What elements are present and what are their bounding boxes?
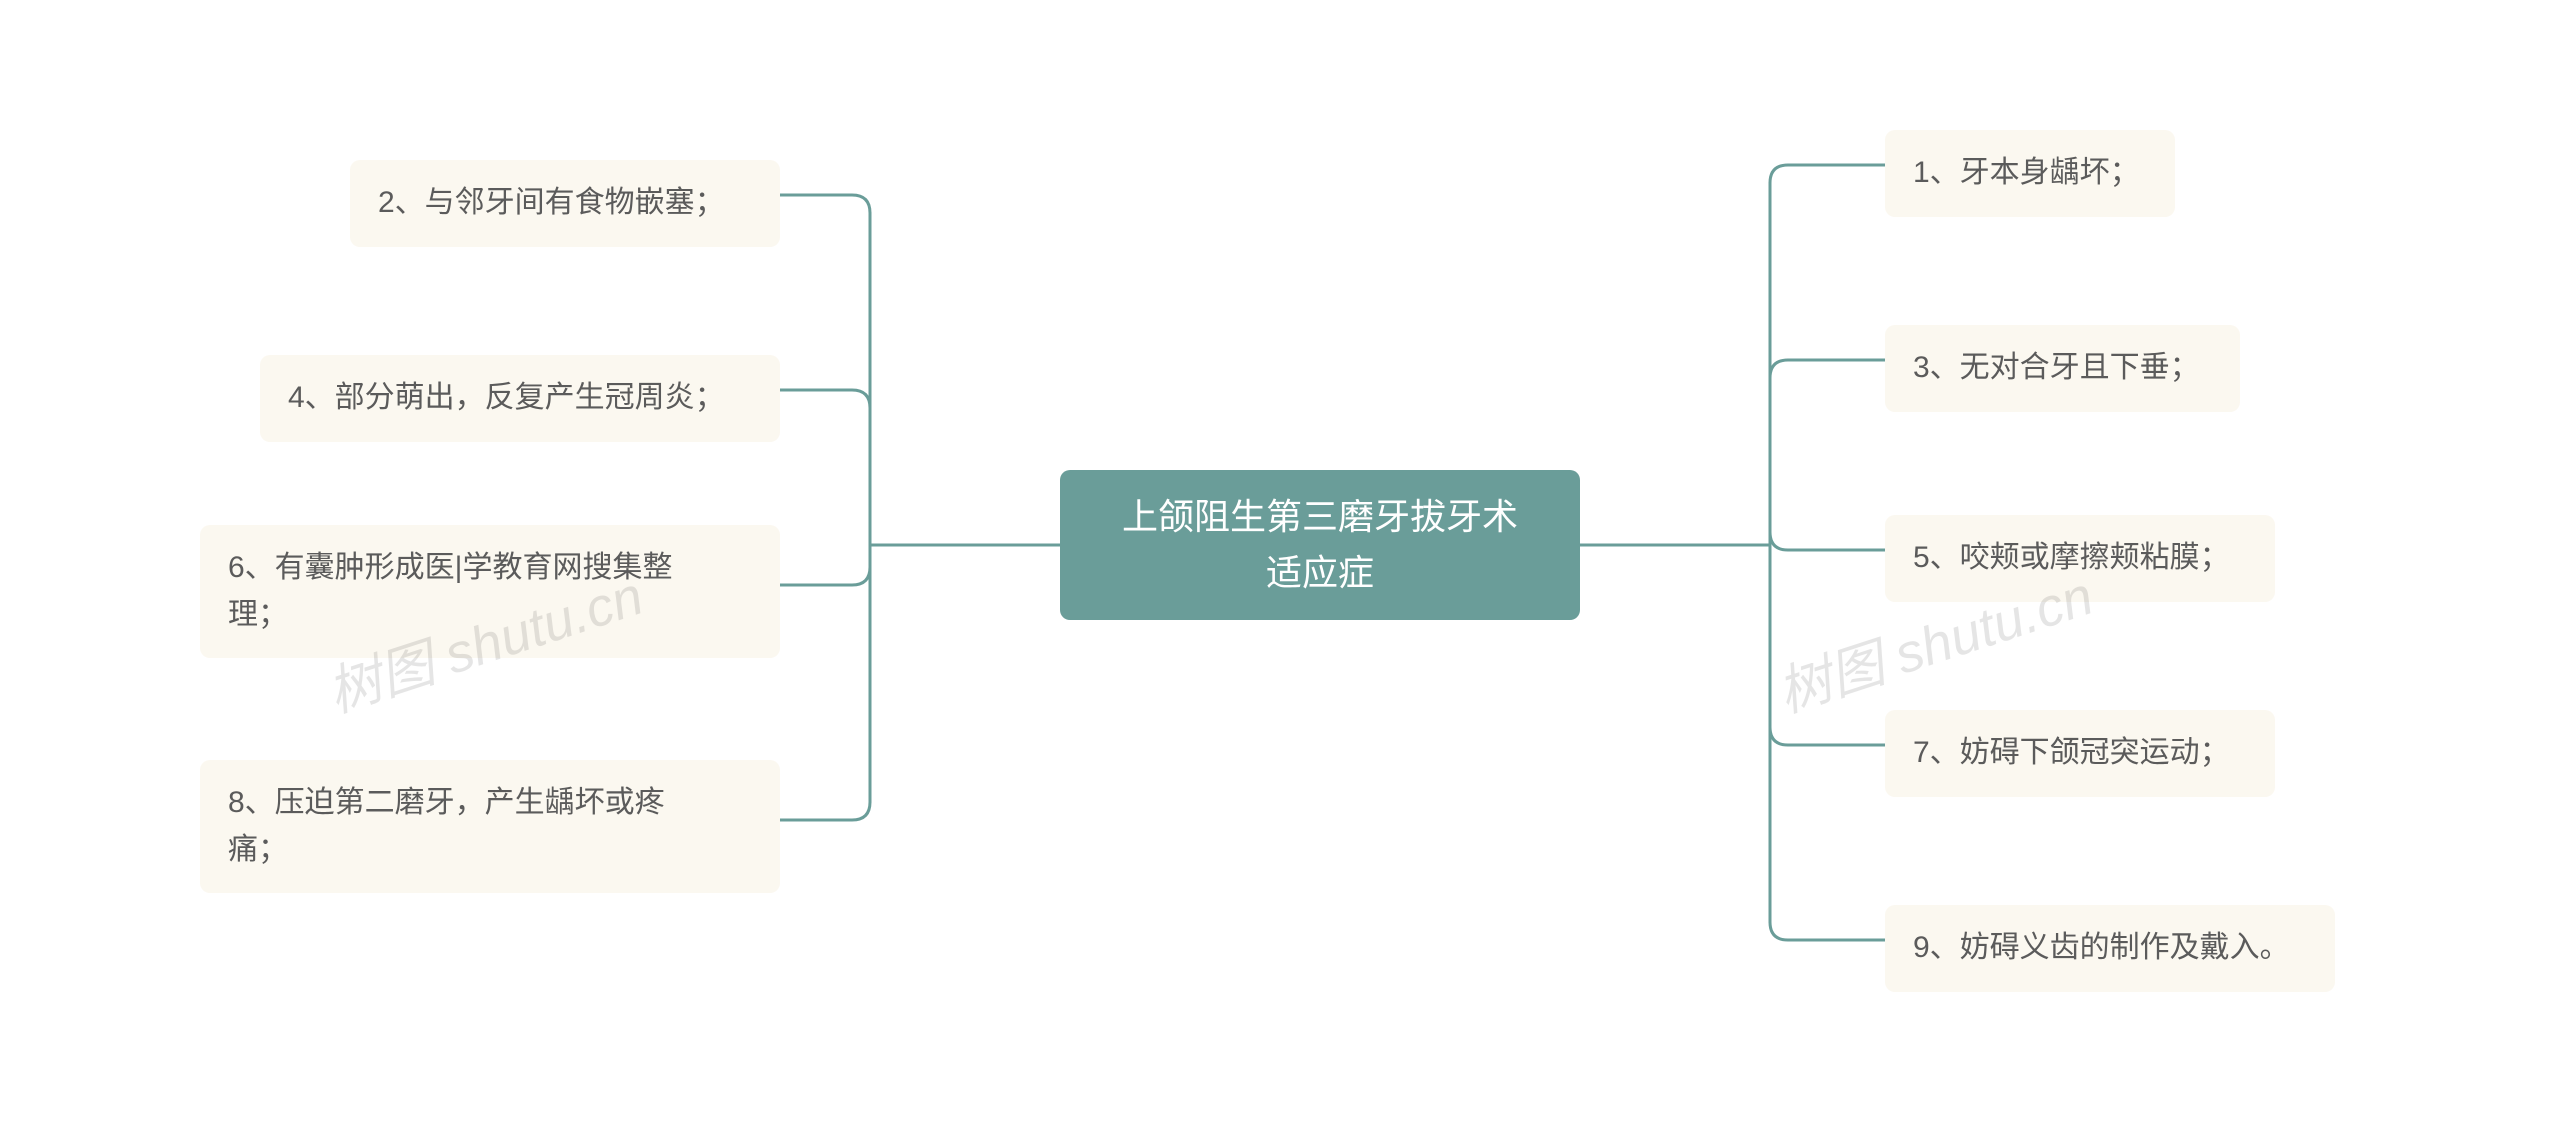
leaf-node-r5: 5、咬颊或摩擦颊粘膜；: [1885, 515, 2275, 602]
connector-branch-l2: [780, 195, 870, 213]
diagram-stage: 上颌阻生第三磨牙拔牙术 适应症 2、与邻牙间有食物嵌塞； 4、部分萌出，反复产生冠…: [0, 0, 2560, 1131]
connector-branch-r5: [1770, 532, 1885, 550]
connector-branch-r9: [1770, 922, 1885, 940]
connector-branch-r7: [1770, 727, 1885, 745]
leaf-node-l2: 2、与邻牙间有食物嵌塞；: [350, 160, 780, 247]
leaf-node-l6: 6、有囊肿形成医|学教育网搜集整 理；: [200, 525, 780, 658]
connector-branch-l4: [780, 390, 870, 408]
connector-branch-l6: [780, 567, 870, 585]
leaf-node-r3: 3、无对合牙且下垂；: [1885, 325, 2240, 412]
connector-branch-r3: [1770, 360, 1885, 378]
central-topic: 上颌阻生第三磨牙拔牙术 适应症: [1060, 470, 1580, 620]
connector-branch-r1: [1770, 165, 1885, 183]
leaf-node-r7: 7、妨碍下颌冠突运动；: [1885, 710, 2275, 797]
connector-branch-l8: [780, 802, 870, 820]
leaf-node-l8: 8、压迫第二磨牙，产生龋坏或疼 痛；: [200, 760, 780, 893]
leaf-node-r1: 1、牙本身龋坏；: [1885, 130, 2175, 217]
leaf-node-r9: 9、妨碍义齿的制作及戴入。: [1885, 905, 2335, 992]
leaf-node-l4: 4、部分萌出，反复产生冠周炎；: [260, 355, 780, 442]
